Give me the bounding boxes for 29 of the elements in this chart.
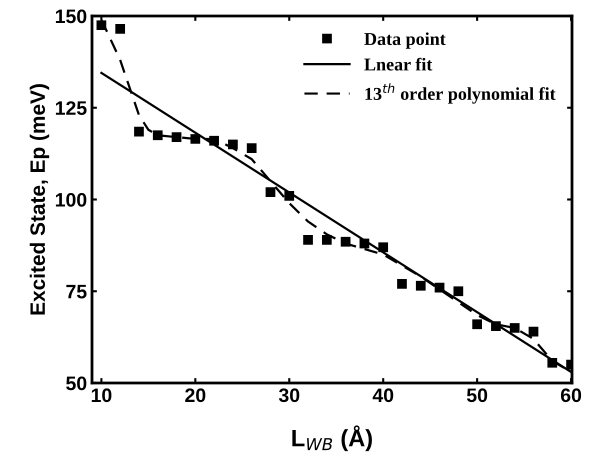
y-tick-label: 150 (56, 9, 86, 24)
y-tick-label: 75 (66, 284, 87, 298)
point (416, 280, 426, 291)
x-tick-label: 10 (92, 388, 112, 402)
point (266, 187, 276, 198)
x-tick-label: 30 (278, 388, 300, 402)
point (397, 279, 407, 289)
point (134, 126, 144, 136)
x-tick-label: 20 (185, 388, 206, 402)
y-tick-label: 50 (66, 376, 86, 390)
y-axis-title: Excited State, Ep (meV) (30, 84, 50, 314)
x-tick-label: 60 (560, 388, 582, 402)
point (303, 235, 313, 245)
x-tick-label: 40 (372, 388, 394, 402)
point (528, 326, 538, 336)
point (172, 132, 182, 142)
point (246, 143, 257, 153)
legend-label: 13$^{th}$ order polynomial fit (365, 83, 556, 104)
y-tick-label: 125 (56, 101, 87, 115)
point (510, 323, 520, 333)
point (472, 319, 482, 330)
point (115, 24, 126, 34)
y-tick-label: 100 (56, 192, 86, 207)
legend-label: Lnear fit (364, 58, 432, 71)
point (453, 286, 464, 296)
x-tick-label: 50 (466, 388, 488, 402)
point (152, 130, 163, 140)
x-axis-title: L$_{WB}$ (Å) (292, 425, 372, 452)
legend-label: Data point (364, 32, 446, 49)
